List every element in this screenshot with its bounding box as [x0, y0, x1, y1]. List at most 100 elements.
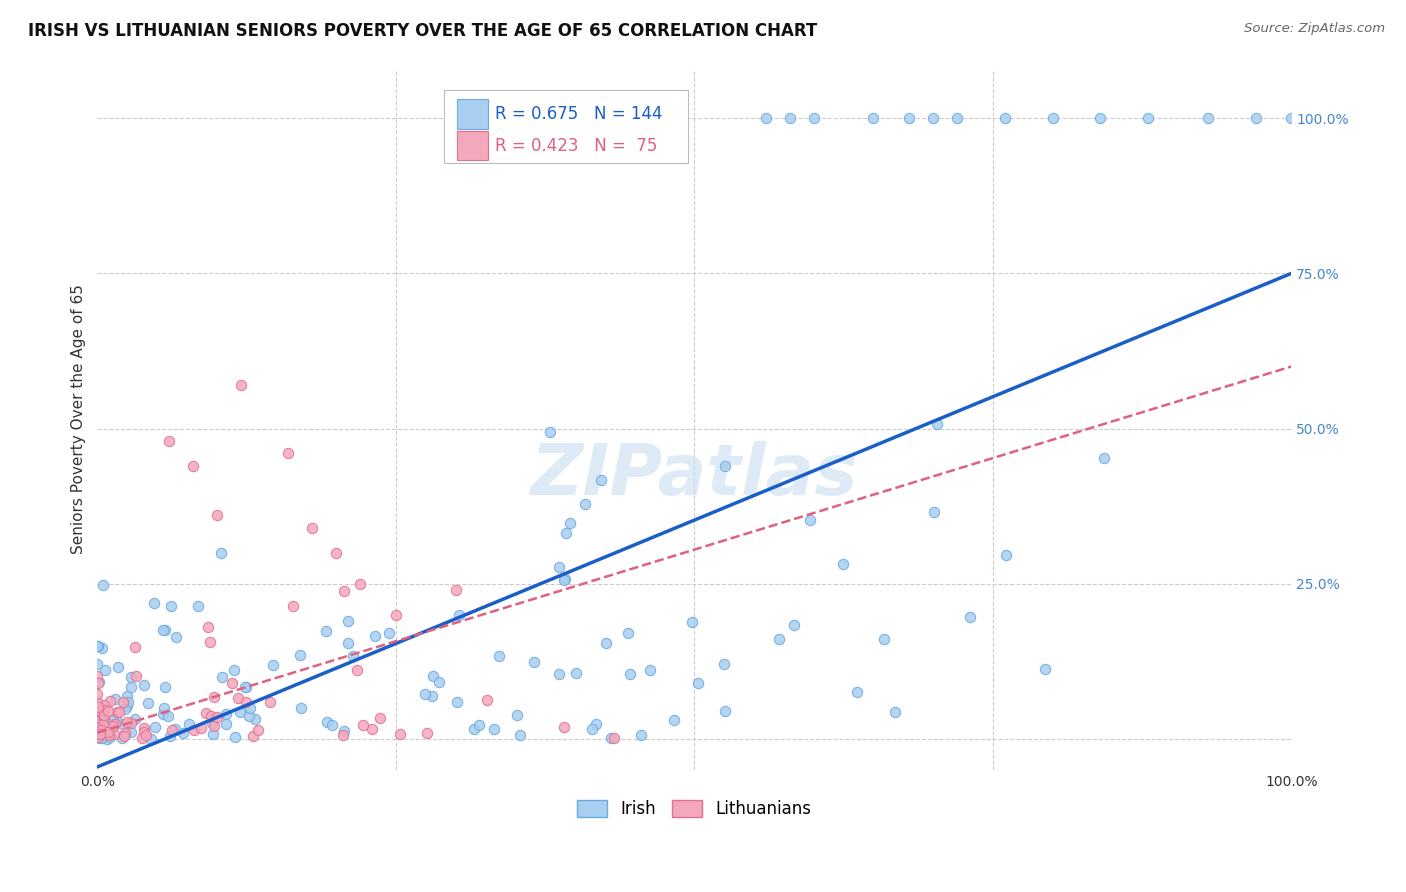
Point	[87, 703, 110, 717]
Point	[89, 730, 111, 744]
FancyBboxPatch shape	[444, 89, 689, 163]
FancyBboxPatch shape	[457, 99, 488, 128]
Point	[281, 599, 304, 613]
Point	[111, 731, 134, 745]
Point	[832, 557, 855, 571]
Point	[120, 715, 142, 730]
Point	[90, 723, 112, 737]
Point	[87, 704, 110, 718]
Point	[523, 655, 546, 669]
Point	[97, 717, 120, 731]
Point	[91, 578, 114, 592]
Point	[547, 560, 569, 574]
Point	[1033, 662, 1056, 676]
Text: IRISH VS LITHUANIAN SENIORS POVERTY OVER THE AGE OF 65 CORRELATION CHART: IRISH VS LITHUANIAN SENIORS POVERTY OVER…	[28, 22, 817, 40]
Point	[111, 695, 134, 709]
Point	[200, 709, 222, 723]
Point	[422, 669, 444, 683]
Point	[197, 620, 219, 634]
Point	[86, 722, 108, 736]
Point	[262, 658, 284, 673]
Point	[124, 712, 146, 726]
Point	[235, 680, 257, 694]
Point	[91, 729, 114, 743]
Text: Source: ZipAtlas.com: Source: ZipAtlas.com	[1244, 22, 1385, 36]
Point	[922, 505, 945, 519]
Point	[553, 573, 575, 587]
Point	[779, 111, 801, 125]
Point	[484, 722, 506, 736]
Point	[86, 730, 108, 744]
Point	[238, 709, 260, 723]
Point	[98, 694, 121, 708]
Point	[103, 727, 125, 741]
Text: ZIPatlas: ZIPatlas	[530, 441, 858, 510]
Point	[86, 657, 108, 671]
Point	[159, 730, 181, 744]
Point	[124, 640, 146, 654]
Text: R = 0.423   N =  75: R = 0.423 N = 75	[495, 136, 658, 154]
Point	[160, 599, 183, 613]
Point	[547, 667, 569, 681]
Point	[755, 111, 778, 125]
Point	[224, 663, 246, 677]
Point	[198, 635, 221, 649]
Point	[488, 648, 510, 663]
Point	[120, 670, 142, 684]
Point	[346, 663, 368, 677]
Point	[215, 717, 238, 731]
Point	[93, 711, 115, 725]
Point	[446, 695, 468, 709]
Point	[117, 714, 139, 729]
Point	[959, 610, 981, 624]
Point	[447, 608, 470, 623]
Point	[93, 703, 115, 717]
Point	[994, 548, 1017, 562]
Point	[662, 713, 685, 727]
Point	[277, 446, 299, 460]
Point	[89, 717, 111, 731]
Point	[617, 626, 640, 640]
Point	[333, 724, 356, 739]
Point	[86, 639, 108, 653]
Point	[112, 729, 135, 743]
Point	[136, 696, 159, 710]
Point	[90, 723, 112, 738]
Point	[89, 731, 111, 745]
Point	[163, 722, 186, 736]
Point	[361, 722, 384, 736]
Point	[115, 699, 138, 714]
Point	[564, 665, 586, 680]
Point	[713, 704, 735, 718]
Point	[1279, 111, 1302, 125]
Point	[332, 728, 354, 742]
Point	[337, 636, 360, 650]
Point	[101, 713, 124, 727]
Point	[132, 721, 155, 735]
Text: R = 0.675   N = 144: R = 0.675 N = 144	[495, 105, 662, 123]
Point	[554, 526, 576, 541]
Point	[181, 458, 204, 473]
Point	[205, 508, 228, 523]
Point	[509, 728, 531, 742]
Point	[922, 111, 945, 125]
Point	[378, 626, 401, 640]
Point	[187, 599, 209, 614]
Point	[87, 639, 110, 653]
Point	[463, 722, 485, 736]
Point	[600, 731, 623, 745]
Point	[368, 711, 391, 725]
Point	[90, 731, 112, 745]
Point	[160, 723, 183, 737]
Point	[228, 705, 250, 719]
Point	[143, 597, 166, 611]
Point	[506, 708, 529, 723]
Point	[90, 715, 112, 730]
Point	[125, 668, 148, 682]
Point	[243, 712, 266, 726]
Point	[349, 576, 371, 591]
Point	[321, 718, 343, 732]
Point	[239, 701, 262, 715]
Point	[713, 657, 735, 671]
Point	[205, 710, 228, 724]
